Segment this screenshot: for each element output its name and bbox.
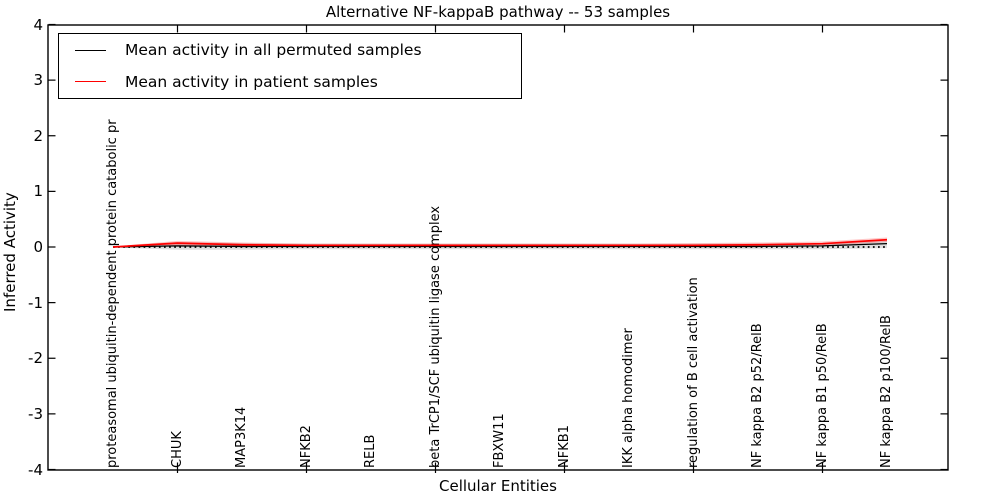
y-tick-label: 2 bbox=[33, 126, 43, 145]
x-tick-label: NFKB2 bbox=[298, 425, 314, 468]
y-tick-label: -1 bbox=[28, 293, 43, 312]
y-tick-label: -2 bbox=[28, 349, 43, 368]
y-tick-label: -4 bbox=[28, 460, 43, 479]
x-tick-label: NF kappa B2 p52/RelB bbox=[750, 323, 765, 468]
legend-item-label: Mean activity in patient samples bbox=[125, 72, 378, 91]
x-tick-label: beta TrCP1/SCF ubiquitin ligase complex bbox=[427, 205, 443, 468]
y-tick-label: 1 bbox=[33, 182, 43, 201]
x-tick-label: IKK alpha homodimer bbox=[621, 328, 636, 468]
legend-item-label: Mean activity in all permuted samples bbox=[125, 41, 422, 60]
y-tick-label: 4 bbox=[33, 15, 43, 34]
patient-mean-line bbox=[112, 238, 888, 248]
x-tick-label: RELB bbox=[363, 434, 378, 468]
x-tick-label: CHUK bbox=[169, 431, 185, 468]
x-tick-label: regulation of B cell activation bbox=[685, 277, 701, 468]
x-tick-label: FBXW11 bbox=[492, 413, 507, 468]
legend-item: Mean activity in all permuted samples bbox=[59, 35, 521, 65]
legend: Mean activity in all permuted samples Me… bbox=[58, 33, 522, 99]
y-tick-label: 3 bbox=[33, 71, 43, 90]
legend-line-sample-patient-icon bbox=[75, 81, 106, 83]
permuted-mean-line bbox=[112, 243, 888, 248]
y-tick-label: 0 bbox=[33, 238, 43, 256]
x-tick-label: NF kappa B1 p50/RelB bbox=[814, 323, 830, 468]
patient-std-band bbox=[113, 237, 887, 248]
y-tick-label: -3 bbox=[28, 404, 43, 423]
legend-line-sample-permuted-icon bbox=[75, 49, 106, 51]
x-axis-label: Cellular Entities bbox=[439, 477, 557, 495]
legend-item: Mean activity in patient samples bbox=[59, 67, 521, 97]
x-tick-label: proteasomal ubiquitin-dependent protein … bbox=[105, 119, 120, 468]
chart-title: Alternative NF-kappaB pathway -- 53 samp… bbox=[325, 3, 671, 21]
x-tick-label: NF kappa B2 p100/RelB bbox=[879, 315, 894, 468]
permuted-std-band bbox=[113, 240, 887, 250]
x-tick-label: MAP3K14 bbox=[234, 406, 249, 468]
x-tick-label: NFKB1 bbox=[556, 425, 572, 468]
